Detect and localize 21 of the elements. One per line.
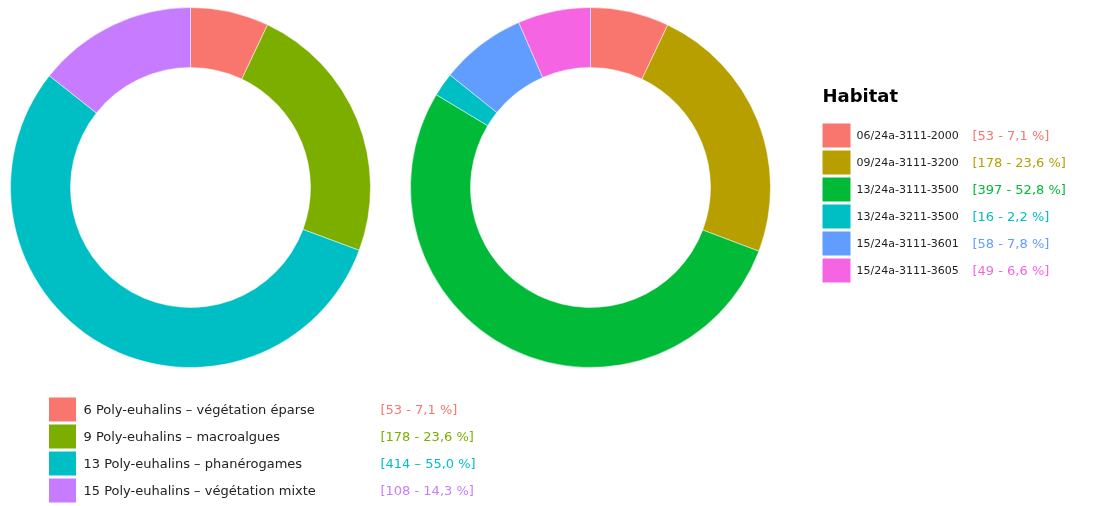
legend-label: 13/24a-3211-3500: [856, 210, 959, 223]
data-label: [53 - 7,1 %]: [380, 402, 458, 417]
legend-label: 06/24a-3111-2000: [856, 129, 959, 142]
data-label: [414 – 55,0 %]: [380, 456, 476, 471]
data-label: [108 - 14,3 %]: [380, 483, 474, 498]
legend-title: Habitat: [822, 85, 899, 106]
legend-label: 6 Poly-euhalins – végétation éparse: [83, 402, 315, 417]
legend-label: 9 Poly-euhalins – macroalgues: [83, 429, 281, 444]
data-label: [178 - 23,6 %]: [972, 155, 1066, 170]
legend-label: 13/24a-3111-3500: [856, 183, 959, 196]
legend-label: 15/24a-3111-3601: [856, 237, 959, 250]
legend-label: 13 Poly-euhalins – phanérogames: [83, 456, 303, 471]
legend-label: 09/24a-3111-3200: [856, 156, 959, 169]
data-label: [58 - 7,8 %]: [972, 236, 1050, 251]
data-label: [16 - 2,2 %]: [972, 209, 1050, 224]
legend-label: 15/24a-3111-3605: [856, 264, 959, 277]
data-label: [178 - 23,6 %]: [380, 429, 474, 444]
legend-label: 15 Poly-euhalins – végétation mixte: [83, 483, 316, 498]
data-label: [397 - 52,8 %]: [972, 182, 1066, 197]
data-label: [53 - 7,1 %]: [972, 128, 1050, 143]
data-label: [49 - 6,6 %]: [972, 263, 1050, 278]
